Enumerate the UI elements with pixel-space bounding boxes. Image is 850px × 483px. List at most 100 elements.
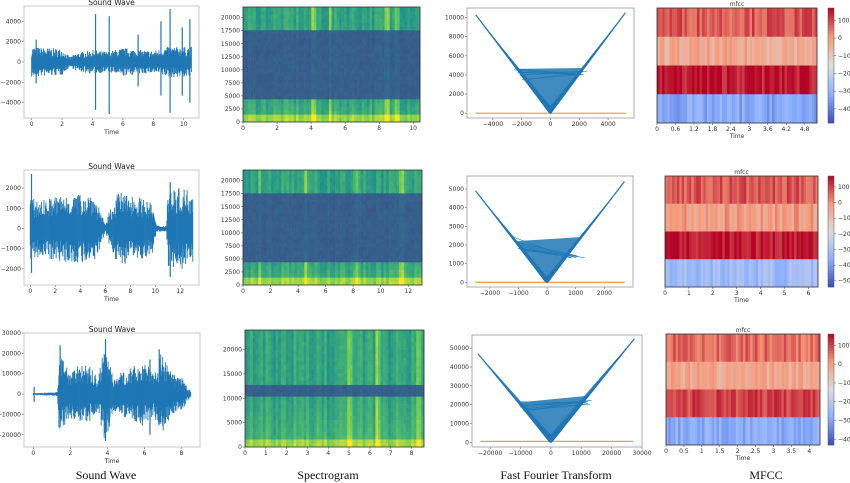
spectrogram-cell xyxy=(278,45,282,50)
spectrogram-cell xyxy=(293,22,297,27)
mfcc-cell xyxy=(669,65,673,95)
spectrogram-cell xyxy=(281,269,285,274)
mfcc-cell xyxy=(722,36,725,66)
spectrogram-cell xyxy=(294,235,297,240)
mfcc-cell xyxy=(757,65,760,95)
spectrogram-cell xyxy=(313,22,317,27)
spectrogram-cell xyxy=(337,219,341,224)
spectrogram-cell xyxy=(341,14,345,19)
spectrogram-cell xyxy=(317,204,321,209)
spectrogram-cell xyxy=(298,106,302,111)
spectrogram-cell xyxy=(288,102,292,107)
spectrogram-cell xyxy=(281,212,285,217)
spectrogram-cell xyxy=(349,7,353,12)
mfcc-cell xyxy=(764,94,768,124)
spectrogram-cell xyxy=(273,200,277,205)
spectrogram-cell xyxy=(373,200,377,205)
spectrogram-cell xyxy=(334,14,337,19)
spectrogram-cell xyxy=(275,22,279,27)
spectrogram-cell xyxy=(298,41,302,46)
mfcc-cell xyxy=(802,65,805,95)
spectrogram-cell xyxy=(374,53,378,58)
spectrogram-cell xyxy=(346,14,350,19)
spectrogram-cell xyxy=(404,216,407,221)
spectrogram-cell xyxy=(278,64,282,69)
spectrogram-cell xyxy=(283,227,287,232)
spectrogram-cell xyxy=(248,239,251,244)
spectrogram-cell xyxy=(321,7,325,12)
spectrogram-cell xyxy=(316,91,320,96)
spectrogram-cell xyxy=(378,231,382,236)
colorbar-segment xyxy=(828,45,834,49)
spectrogram-cell xyxy=(263,95,267,100)
spectrogram-cell xyxy=(388,235,392,240)
spectrogram-cell xyxy=(324,242,328,247)
spectrogram-cell xyxy=(298,14,302,19)
spectrogram-cell xyxy=(345,235,349,240)
spectrogram-cell xyxy=(399,56,403,61)
spectrogram-cell xyxy=(306,95,310,100)
spectrogram-cell xyxy=(334,60,337,65)
spectrogram-cell xyxy=(364,14,368,19)
spectrogram-cell xyxy=(311,76,315,81)
spectrogram-cell xyxy=(368,216,372,221)
spectrogram-cell xyxy=(250,242,254,247)
spectrogram-cell xyxy=(412,41,416,46)
spectrogram-cell xyxy=(355,269,359,274)
spectrogram-cell xyxy=(309,208,313,213)
spectrogram-cell xyxy=(253,208,257,213)
spectrogram-cell xyxy=(366,53,370,58)
spectrogram-cell xyxy=(371,83,375,88)
spectrogram-cell xyxy=(283,269,287,274)
spectrogram-cell xyxy=(339,30,342,35)
spectrogram-cell xyxy=(268,56,272,61)
spectrogram-cell xyxy=(260,14,264,19)
spectrogram-cell xyxy=(294,219,297,224)
mfcc-cell xyxy=(679,8,683,38)
spectrogram-cell xyxy=(393,235,397,240)
spectrogram-cell xyxy=(313,87,317,92)
spectrogram-cell xyxy=(409,265,413,270)
spectrogram-cell xyxy=(404,269,407,274)
spectrogram-cell xyxy=(349,53,353,58)
spectrogram-cell xyxy=(398,246,402,251)
spectrogram-cell xyxy=(414,235,418,240)
spectrogram-cell xyxy=(281,227,285,232)
spectrogram-cell xyxy=(326,18,330,23)
spectrogram-cell xyxy=(266,231,269,236)
spectrogram-cell xyxy=(412,22,416,27)
spectrogram-cell xyxy=(394,56,398,61)
spectrogram-cell xyxy=(263,99,267,104)
spectrogram-cell xyxy=(391,196,395,201)
spectrogram-cell xyxy=(293,114,297,119)
spectrogram-cell xyxy=(366,118,370,123)
spectrogram-cell xyxy=(289,219,292,224)
spectrogram-cell xyxy=(409,10,413,15)
spectrogram-cell xyxy=(283,91,287,96)
spectrogram-cell xyxy=(286,196,290,201)
mfcc-cell xyxy=(734,65,738,95)
spectrogram-cell xyxy=(255,41,259,46)
spectrogram-cell xyxy=(263,83,267,88)
spectrogram-cell xyxy=(387,33,390,38)
spectrogram-cell xyxy=(266,212,269,217)
spectrogram-cell xyxy=(387,60,390,65)
spectrogram-cell xyxy=(296,49,299,54)
spectrogram-cell xyxy=(255,37,259,42)
mfcc-cell xyxy=(717,36,720,66)
mfcc-cell xyxy=(747,65,750,95)
mfcc-cell xyxy=(744,94,748,124)
spectrogram-cell xyxy=(379,114,383,119)
spectrogram-cell xyxy=(316,49,320,54)
spectrogram-cell xyxy=(260,60,264,65)
spectrogram-cell xyxy=(344,10,347,15)
spectrogram-cell xyxy=(243,273,246,278)
spectrogram-cell xyxy=(273,106,277,111)
spectrogram-cell xyxy=(248,102,251,107)
spectrogram-cell xyxy=(397,45,401,50)
spectrogram-cell xyxy=(346,87,350,92)
spectrogram-cell xyxy=(392,56,396,61)
spectrogram-cell xyxy=(312,235,315,240)
spectrogram-cell xyxy=(280,99,284,104)
spectrogram-cell xyxy=(260,250,264,255)
